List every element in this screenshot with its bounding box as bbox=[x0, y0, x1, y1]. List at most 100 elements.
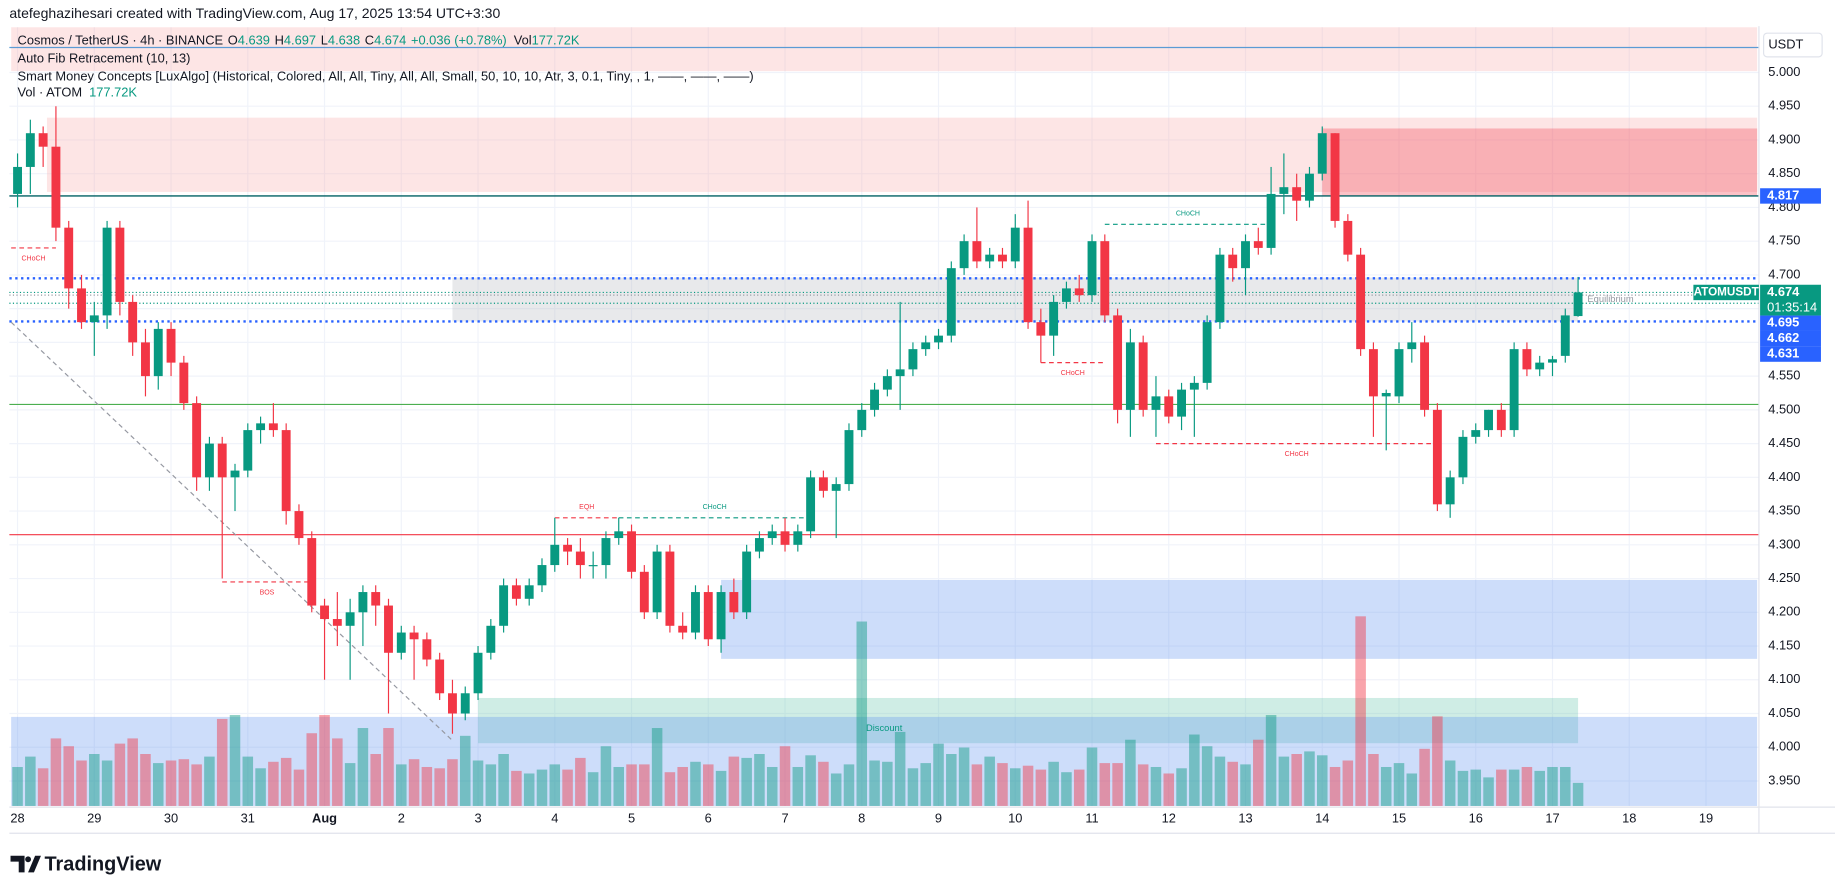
volume-bar bbox=[1483, 777, 1494, 806]
volume-bar bbox=[562, 769, 573, 806]
x-tick-label: 11 bbox=[1085, 810, 1098, 825]
volume-bar bbox=[639, 764, 650, 806]
candle-body bbox=[703, 592, 713, 640]
y-tick-label: 4.100 bbox=[1768, 671, 1800, 686]
volume-bar bbox=[229, 715, 241, 806]
volume-bar bbox=[1086, 747, 1098, 806]
candle-body bbox=[1279, 187, 1289, 194]
price-badge-label: 4.631 bbox=[1767, 345, 1799, 360]
candle-body bbox=[460, 693, 470, 714]
indicator[interactable]: Auto Fib Retracement (10, 13) bbox=[18, 51, 191, 66]
candle-body bbox=[230, 470, 240, 478]
price-badge-label: 4.817 bbox=[1767, 187, 1799, 202]
volume-bar bbox=[383, 728, 394, 806]
volume-bar bbox=[1572, 782, 1584, 806]
candle-body bbox=[1522, 349, 1532, 370]
symbol: Cosmos / TetherUS · 4h · BINANCE bbox=[18, 33, 224, 48]
volume-bar bbox=[1035, 769, 1047, 806]
volume-bar bbox=[1521, 766, 1533, 806]
y-tick-label: 4.000 bbox=[1768, 739, 1800, 754]
symbol-badge bbox=[1693, 284, 1759, 301]
caption: atefeghazihesari created with TradingVie… bbox=[9, 5, 500, 21]
volume-bar bbox=[63, 746, 74, 806]
candle-body bbox=[1394, 349, 1404, 397]
volume-legend[interactable]: Vol · ATOM 177.72K bbox=[18, 85, 138, 100]
volume-bar bbox=[946, 754, 957, 806]
candle-body bbox=[729, 592, 739, 613]
volume-bar bbox=[1176, 768, 1187, 806]
volume-bar bbox=[907, 768, 919, 806]
candle-body bbox=[921, 342, 931, 350]
candle-body bbox=[153, 328, 163, 377]
currency-box[interactable] bbox=[1763, 32, 1823, 58]
volume-name: Vol · ATOM bbox=[18, 85, 83, 100]
candle-body bbox=[550, 544, 560, 566]
volume-bar bbox=[792, 766, 804, 806]
volume-bar bbox=[191, 764, 202, 806]
candle-body bbox=[575, 551, 585, 566]
volume-bar bbox=[1150, 766, 1162, 806]
zone bbox=[452, 277, 1579, 322]
volume-bar bbox=[933, 743, 944, 806]
candle-body bbox=[358, 592, 368, 613]
volume-bar bbox=[536, 769, 548, 806]
ohlc-value: 4.697 bbox=[284, 33, 316, 48]
brand-logo[interactable]: TradingView bbox=[10, 853, 162, 876]
candle-body bbox=[998, 254, 1007, 262]
volume-bar bbox=[357, 728, 369, 806]
candle-body bbox=[1074, 288, 1084, 296]
candle-body bbox=[742, 551, 752, 613]
candle-body bbox=[332, 619, 342, 626]
candle-body bbox=[1381, 392, 1391, 397]
volume-bar bbox=[1329, 766, 1341, 806]
structure-label: BOS bbox=[260, 589, 275, 596]
candle-body bbox=[1317, 133, 1327, 174]
candle-body bbox=[1330, 133, 1340, 221]
candle-body bbox=[882, 376, 892, 390]
price-badge bbox=[1760, 188, 1821, 204]
candle-body bbox=[1049, 301, 1059, 336]
candle-body bbox=[1305, 173, 1314, 201]
volume-bar bbox=[1393, 763, 1405, 806]
volume-bar bbox=[1227, 761, 1238, 806]
y-tick-label: 4.900 bbox=[1768, 131, 1800, 146]
candle-body bbox=[1215, 254, 1225, 323]
y-tick-label: 3.950 bbox=[1768, 772, 1800, 787]
candle-body bbox=[1087, 241, 1097, 296]
candle-body bbox=[1509, 349, 1519, 431]
volume-bar bbox=[766, 766, 778, 806]
volume-bar bbox=[741, 757, 752, 806]
volume-bar bbox=[1125, 739, 1136, 806]
symbol-label: ATOMUSDT bbox=[1694, 286, 1760, 299]
x-tick-label: 5 bbox=[628, 810, 635, 825]
candle-body bbox=[1202, 322, 1212, 383]
candle-body bbox=[1407, 342, 1417, 350]
volume-bar bbox=[856, 621, 868, 806]
volume-bar bbox=[408, 759, 420, 806]
x-tick-label: 17 bbox=[1545, 810, 1559, 825]
volume-bar bbox=[971, 764, 983, 806]
volume-bar bbox=[703, 764, 714, 806]
candle-body bbox=[1023, 227, 1033, 323]
candle-body bbox=[1292, 187, 1302, 201]
volume-bar bbox=[37, 768, 49, 806]
structure-label: CHoCH bbox=[21, 255, 45, 262]
candle-body bbox=[639, 571, 649, 613]
y-tick-label: 4.950 bbox=[1768, 98, 1800, 113]
volume-bar bbox=[152, 763, 164, 806]
candle-body bbox=[1560, 315, 1570, 356]
candle-body bbox=[1432, 409, 1442, 505]
volume-bar bbox=[523, 773, 535, 806]
y-tick-label: 4.750 bbox=[1768, 233, 1800, 248]
volume-bar bbox=[178, 759, 190, 806]
volume-bar bbox=[421, 766, 433, 806]
volume-bar bbox=[575, 757, 586, 806]
candle-body bbox=[1138, 342, 1148, 410]
currency: USDT bbox=[1768, 36, 1803, 51]
volume-bar bbox=[1099, 763, 1111, 806]
indicator[interactable]: Smart Money Concepts [LuxAlgo] (Historic… bbox=[18, 68, 754, 83]
volume-bar bbox=[626, 764, 637, 806]
volume-bar bbox=[1419, 748, 1430, 806]
brand: TradingView bbox=[44, 853, 161, 875]
